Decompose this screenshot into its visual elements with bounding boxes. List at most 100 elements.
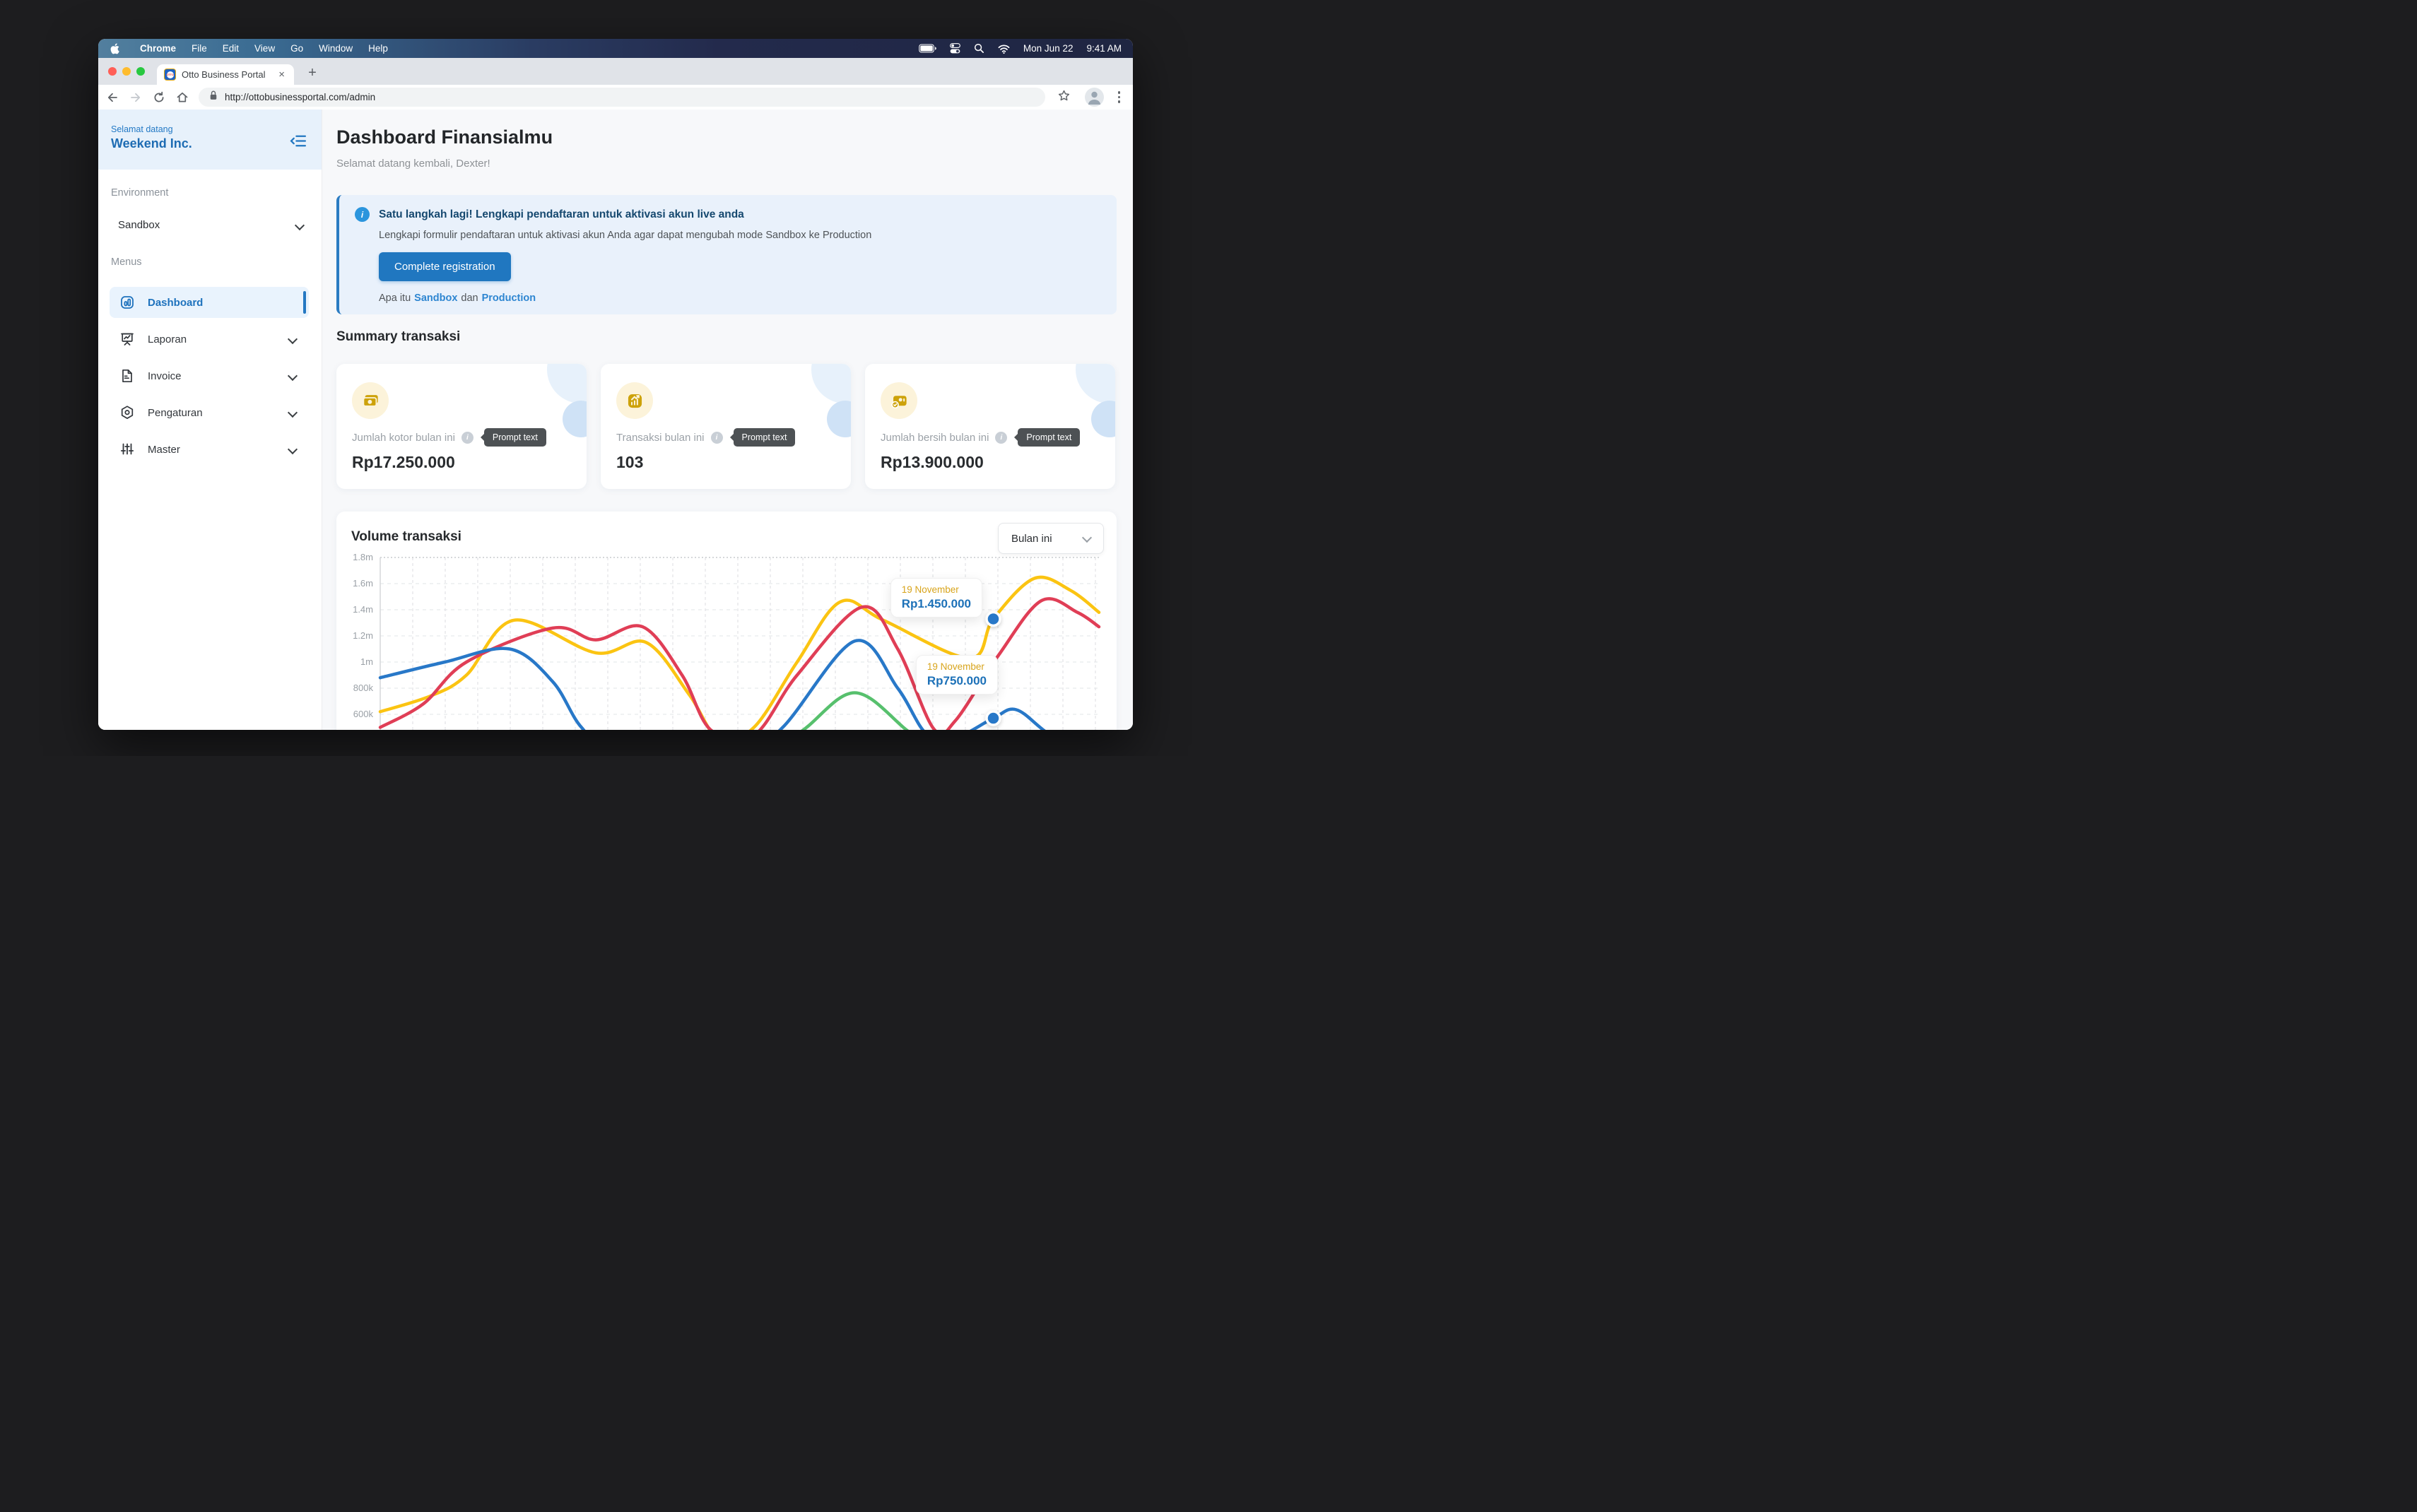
card-label: Jumlah bersih bulan ini: [881, 431, 989, 444]
menubar-item-help[interactable]: Help: [368, 43, 388, 54]
y-tick-label: 1.6m: [353, 578, 373, 589]
volume-chart-card: Volume transaksi Bulan ini 1.8m 1.6m 1.4m 1…: [336, 512, 1117, 730]
chart-tooltip-blue: 19 November Rp750.000: [915, 655, 998, 695]
sidebar-item-laporan[interactable]: Laporan: [110, 324, 309, 355]
back-icon[interactable]: [103, 88, 122, 107]
sidebar-greeting: Selamat datang: [111, 124, 173, 134]
reload-icon[interactable]: [150, 88, 168, 107]
browser-menu-kebab-icon[interactable]: [1117, 91, 1120, 103]
macos-menubar: Chrome File Edit View Go Window Help Mon…: [98, 39, 1133, 58]
menubar-clock[interactable]: 9:41 AM: [1086, 43, 1122, 54]
chart-marker-dot: [985, 610, 1001, 627]
decor-circle: [827, 401, 851, 437]
url-text[interactable]: http://ottobusinessportal.com/admin: [225, 92, 376, 102]
info-icon[interactable]: i: [461, 431, 474, 444]
sidebar-item-label: Pengaturan: [148, 406, 203, 419]
spotlight-search-icon[interactable]: [974, 43, 984, 54]
otto-favicon: OTTO: [164, 69, 176, 81]
sidebar-item-master[interactable]: Master: [110, 434, 309, 465]
banner-title: Satu langkah lagi! Lengkapi pendaftaran …: [379, 208, 744, 220]
forward-icon[interactable]: [127, 88, 145, 107]
tab-close-icon[interactable]: ×: [278, 69, 285, 81]
bookmark-star-icon[interactable]: [1057, 89, 1071, 106]
sidebar-item-label: Laporan: [148, 333, 187, 345]
tooltip-value: Rp750.000: [927, 674, 987, 687]
main-content: Dashboard Finansialmu Selamat datang kem…: [322, 110, 1133, 730]
wallet-check-icon: [881, 382, 917, 419]
tab-title: Otto Business Portal: [182, 69, 266, 80]
card-value: 103: [616, 453, 644, 471]
card-label: Transaksi bulan ini: [616, 431, 705, 444]
sidebar-item-dashboard[interactable]: Dashboard: [110, 287, 309, 318]
decor-circle: [1091, 401, 1115, 437]
chevron-down-icon: [287, 444, 298, 455]
info-icon[interactable]: i: [995, 431, 1008, 444]
sandbox-link[interactable]: Sandbox: [414, 293, 458, 304]
address-bar[interactable]: http://ottobusinessportal.com/admin: [199, 88, 1045, 107]
battery-icon[interactable]: [919, 44, 936, 53]
page-title: Dashboard Finansialmu: [336, 126, 553, 148]
environment-label: Environment: [111, 187, 169, 199]
chevron-down-icon: [287, 407, 298, 418]
chart-up-icon: [616, 382, 653, 419]
menubar-date[interactable]: Mon Jun 22: [1023, 43, 1074, 54]
mac-screen: Chrome File Edit View Go Window Help Mon…: [98, 39, 1133, 730]
decor-circle: [547, 364, 587, 403]
chevron-down-icon: [287, 370, 298, 382]
chevron-down-icon: [287, 333, 298, 345]
browser-tab[interactable]: OTTO Otto Business Portal ×: [157, 64, 294, 85]
sidebar-item-invoice[interactable]: Invoice: [110, 360, 309, 391]
card-label: Jumlah kotor bulan ini: [352, 431, 455, 444]
chart-marker-dot: [985, 710, 1001, 726]
menubar-item-view[interactable]: View: [254, 43, 276, 54]
decor-circle: [563, 401, 587, 437]
invoice-document-icon: [119, 368, 136, 384]
period-filter-value: Bulan ini: [1011, 532, 1052, 545]
control-center-icon[interactable]: [950, 43, 960, 54]
browser-profile-avatar[interactable]: [1084, 88, 1104, 107]
chevron-down-icon: [294, 220, 305, 231]
settings-icon: [119, 405, 136, 420]
cash-icon: [352, 382, 389, 419]
desktop-background: Chrome File Edit View Go Window Help Mon…: [0, 0, 1208, 756]
window-zoom-button[interactable]: [136, 67, 145, 76]
menubar-item-chrome[interactable]: Chrome: [140, 43, 177, 54]
complete-registration-button[interactable]: Complete registration: [379, 252, 511, 281]
volume-heading: Volume transaksi: [351, 529, 461, 544]
window-close-button[interactable]: [108, 67, 117, 76]
y-tick-label: 1.2m: [353, 630, 373, 641]
page-content: Selamat datang Weekend Inc. Environment …: [98, 110, 1133, 730]
info-icon[interactable]: i: [710, 431, 723, 444]
menubar-item-window[interactable]: Window: [319, 43, 353, 54]
banner-footer-text: Apa itu: [379, 293, 411, 304]
menubar-item-edit[interactable]: Edit: [222, 43, 240, 54]
banner-footer-text: dan: [461, 293, 478, 304]
site-lock-icon[interactable]: [208, 90, 218, 105]
tooltip-date: 19 November: [927, 661, 984, 672]
new-tab-button[interactable]: +: [308, 65, 317, 81]
summary-heading: Summary transaksi: [336, 329, 461, 344]
menubar-item-file[interactable]: File: [192, 43, 207, 54]
chart-tooltip-yellow: 19 November Rp1.450.000: [890, 578, 982, 618]
banner-footer: Apa itu Sandbox dan Production: [379, 293, 536, 304]
wifi-icon[interactable]: [998, 44, 1010, 54]
sidebar-collapse-icon[interactable]: [290, 132, 307, 153]
menubar-item-go[interactable]: Go: [290, 43, 304, 54]
apple-menu-icon[interactable]: [110, 42, 119, 54]
prompt-tooltip: Prompt text: [483, 428, 546, 447]
period-filter-dropdown[interactable]: Bulan ini: [998, 523, 1104, 554]
window-minimize-button[interactable]: [122, 67, 131, 76]
page-subtitle: Selamat datang kembali, Dexter!: [336, 158, 490, 170]
environment-select[interactable]: Sandbox: [98, 214, 322, 238]
production-link[interactable]: Production: [481, 293, 536, 304]
browser-tab-strip: OTTO Otto Business Portal × +: [98, 58, 1133, 85]
registration-banner: i Satu langkah lagi! Lengkapi pendaftara…: [336, 195, 1117, 314]
report-icon: [119, 331, 136, 347]
sliders-icon: [119, 442, 136, 457]
summary-card-transactions: Transaksi bulan ini i Prompt text 103: [601, 364, 851, 489]
sidebar-item-label: Dashboard: [148, 296, 204, 309]
summary-card-gross: Jumlah kotor bulan ini i Prompt text Rp1…: [336, 364, 587, 489]
home-icon[interactable]: [173, 88, 192, 107]
sidebar-item-pengaturan[interactable]: Pengaturan: [110, 397, 309, 428]
sidebar-item-label: Invoice: [148, 370, 182, 382]
